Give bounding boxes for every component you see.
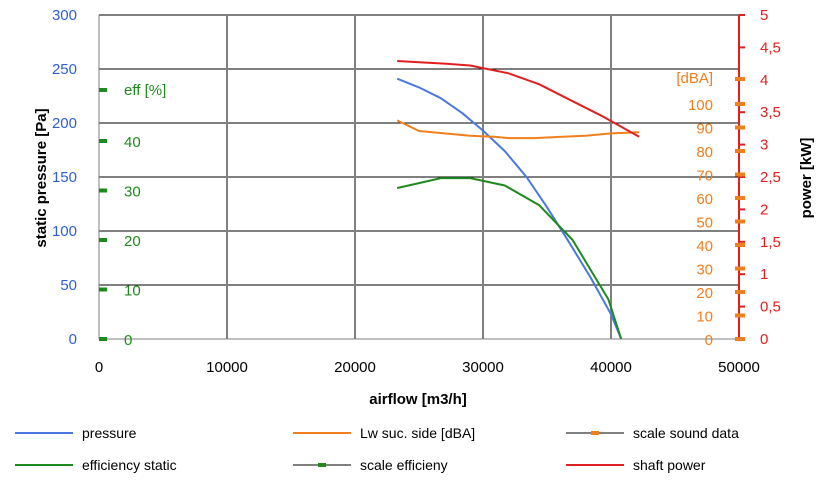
power-tick-label: 2 xyxy=(760,201,768,218)
x-tick-label: 40000 xyxy=(590,359,632,376)
efficiency-scale-label: 0 xyxy=(124,332,132,349)
efficiency-scale-marker xyxy=(99,337,107,341)
power-tick-label: 1,5 xyxy=(760,234,781,251)
sound-scale-label: 10 xyxy=(696,309,713,326)
x-tick-label: 20000 xyxy=(334,359,376,376)
efficiency-scale-label: 10 xyxy=(124,283,141,300)
efficiency-scale-marker xyxy=(99,139,107,143)
pressure-tick-label: 50 xyxy=(60,277,77,294)
sound-scale-label: 40 xyxy=(696,238,713,255)
x-tick-label: 50000 xyxy=(718,359,760,376)
sound-scale-marker xyxy=(735,196,745,200)
x-tick-label: 30000 xyxy=(462,359,504,376)
power-tick-label: 1 xyxy=(760,266,768,283)
legend: pressure Lw suc. side [dBA] scale sound da… xyxy=(15,425,739,473)
efficiency-scale-marker xyxy=(99,287,107,292)
sound-scale-marker xyxy=(735,77,745,81)
sound-scale-title: [dBA] xyxy=(676,70,713,87)
pressure-tick-label: 250 xyxy=(52,61,77,78)
sound-scale-marker xyxy=(735,313,745,318)
series-line-efficiency-static xyxy=(396,177,623,340)
pressure-tick-label: 150 xyxy=(52,169,77,186)
power-tick-label: 0,5 xyxy=(760,299,781,316)
efficiency-scale-marker xyxy=(99,238,107,242)
legend-swatch-marker xyxy=(318,463,326,467)
sound-scale-marker xyxy=(735,149,745,153)
x-tick-label: 10000 xyxy=(206,359,248,376)
sound-scale-label: 0 xyxy=(705,332,713,349)
power-axis: 0 0,5 1 1,5 2 2,5 3 3,5 4 4,5 5 xyxy=(738,7,781,348)
pressure-tick-label: 300 xyxy=(52,7,77,24)
sound-scale-label: 90 xyxy=(696,121,713,138)
efficiency-scale-title: eff [%] xyxy=(124,82,166,99)
legend-label: Lw suc. side [dBA] xyxy=(360,425,475,441)
sound-scale-label: 80 xyxy=(696,144,713,161)
sound-scale-marker xyxy=(735,290,745,294)
power-tick-label: 3,5 xyxy=(760,104,781,121)
legend-label: shaft power xyxy=(633,457,706,473)
sound-scale-label: 70 xyxy=(696,168,713,185)
efficiency-scale-label: 40 xyxy=(124,134,141,151)
series-line-shaft-power xyxy=(397,60,640,138)
efficiency-scale: 0 10 20 30 40 eff [%] xyxy=(99,82,166,349)
pressure-axis-ticks: 0 50 100 150 200 250 300 xyxy=(52,7,77,348)
x-axis-title: airflow [m3/h] xyxy=(369,391,467,408)
sound-scale-marker xyxy=(735,219,745,224)
series-lines xyxy=(396,60,640,340)
series-line-pressure xyxy=(396,77,623,340)
legend-label: efficiency static xyxy=(82,457,177,473)
sound-scale: 0 10 20 30 40 50 60 70 80 90 100 [dBA] xyxy=(676,70,745,349)
legend-label: scale efficieny xyxy=(360,457,448,473)
efficiency-scale-marker xyxy=(99,88,107,92)
x-axis-ticks: 0 10000 20000 30000 40000 50000 xyxy=(95,359,760,376)
series-line-lw-suc-side-dba xyxy=(396,119,640,140)
pressure-tick-label: 0 xyxy=(69,331,77,348)
power-tick-label: 0 xyxy=(760,331,768,348)
sound-scale-label: 60 xyxy=(696,191,713,208)
x-tick-label: 0 xyxy=(95,359,103,376)
sound-scale-label: 100 xyxy=(688,97,713,114)
power-tick-label: 5 xyxy=(760,7,768,24)
sound-scale-marker xyxy=(735,102,745,106)
y-axis-left-title: static pressure [Pa] xyxy=(33,108,50,247)
efficiency-scale-label: 30 xyxy=(124,184,141,201)
sound-scale-label: 50 xyxy=(696,215,713,232)
efficiency-scale-marker xyxy=(99,188,107,193)
sound-scale-label: 20 xyxy=(696,285,713,302)
efficiency-scale-label: 20 xyxy=(124,233,141,250)
legend-label: scale sound data xyxy=(633,425,739,441)
power-tick-label: 4 xyxy=(760,72,768,89)
y-axis-right-title: power [kW] xyxy=(798,138,815,219)
grid-lines xyxy=(98,14,740,340)
power-tick-label: 4,5 xyxy=(760,39,781,56)
sound-scale-label: 30 xyxy=(696,262,713,279)
sound-scale-marker xyxy=(735,337,745,341)
legend-label: pressure xyxy=(82,425,137,441)
pressure-tick-label: 100 xyxy=(52,223,77,240)
sound-scale-marker xyxy=(735,172,745,177)
sound-scale-marker xyxy=(735,243,745,247)
sound-scale-marker xyxy=(735,125,745,130)
power-tick-label: 3 xyxy=(760,137,768,154)
pressure-tick-label: 200 xyxy=(52,115,77,132)
sound-scale-marker xyxy=(735,266,745,271)
power-tick-label: 2,5 xyxy=(760,169,781,186)
legend-swatch-marker xyxy=(591,431,599,435)
